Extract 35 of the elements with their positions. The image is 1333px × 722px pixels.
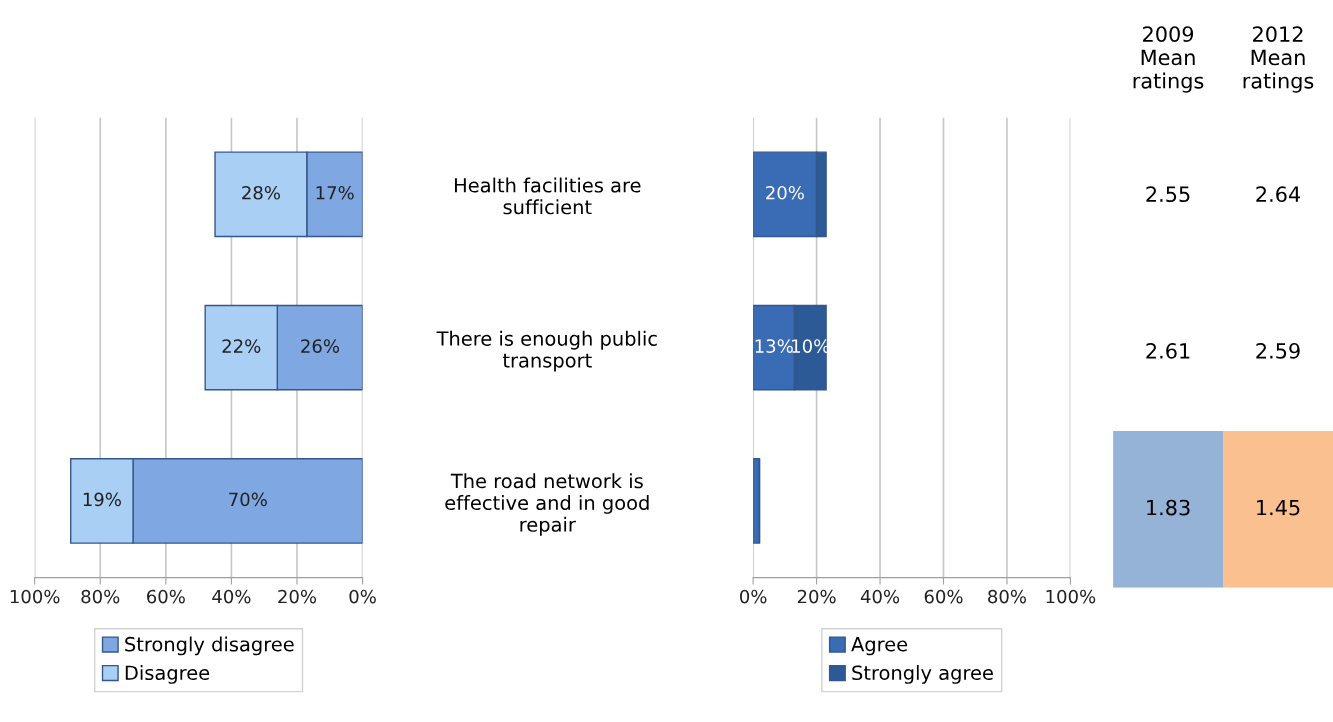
data-label: 17% (316, 185, 354, 200)
x-tick-label: 100% (1046, 589, 1096, 604)
data-label: 26% (301, 339, 340, 353)
x-tick-label: 20% (797, 589, 836, 604)
data-label: 2.61 (1146, 342, 1190, 359)
data-label: 28% (242, 185, 280, 200)
data-label: 1.45 (1257, 499, 1300, 516)
data-label: 13% (755, 339, 793, 353)
x-tick-label: 0% (740, 589, 767, 604)
legend-label: Disagree (125, 665, 210, 684)
x-tick-label: 40% (860, 589, 900, 604)
x-tick-label: 0% (349, 589, 376, 604)
x-tick-label: 80% (81, 589, 120, 604)
x-tick-label: 20% (278, 589, 317, 604)
data-label: 70% (229, 492, 267, 507)
data-label: 1.83 (1147, 499, 1190, 516)
x-tick-label: 2009 Mean ratings (1133, 26, 1204, 93)
x-tick-label: 100% (10, 589, 60, 604)
x-tick-label: 60% (924, 589, 963, 604)
data-label: 2.55 (1146, 186, 1190, 203)
x-tick-label: 2012 Mean ratings (1243, 26, 1314, 93)
y-tick-label: There is enough public transport (436, 330, 657, 372)
x-tick-label: 40% (212, 589, 251, 604)
x-tick-label: 80% (988, 589, 1027, 604)
data-label: 2.59 (1256, 342, 1300, 359)
y-tick-label: The road network is effective and in good repair (445, 473, 649, 536)
y-tick-label: Health facilities are sufficient (454, 177, 641, 215)
data-label: 19% (83, 492, 121, 507)
legend-label: Agree (851, 637, 908, 656)
data-label: 22% (222, 339, 261, 353)
data-label: 2.64 (1256, 186, 1301, 203)
legend-label: Strongly agree (852, 665, 993, 684)
data-label: 20% (766, 185, 804, 200)
x-tick-label: 60% (147, 589, 185, 604)
legend-label: Strongly disagree (125, 636, 294, 656)
